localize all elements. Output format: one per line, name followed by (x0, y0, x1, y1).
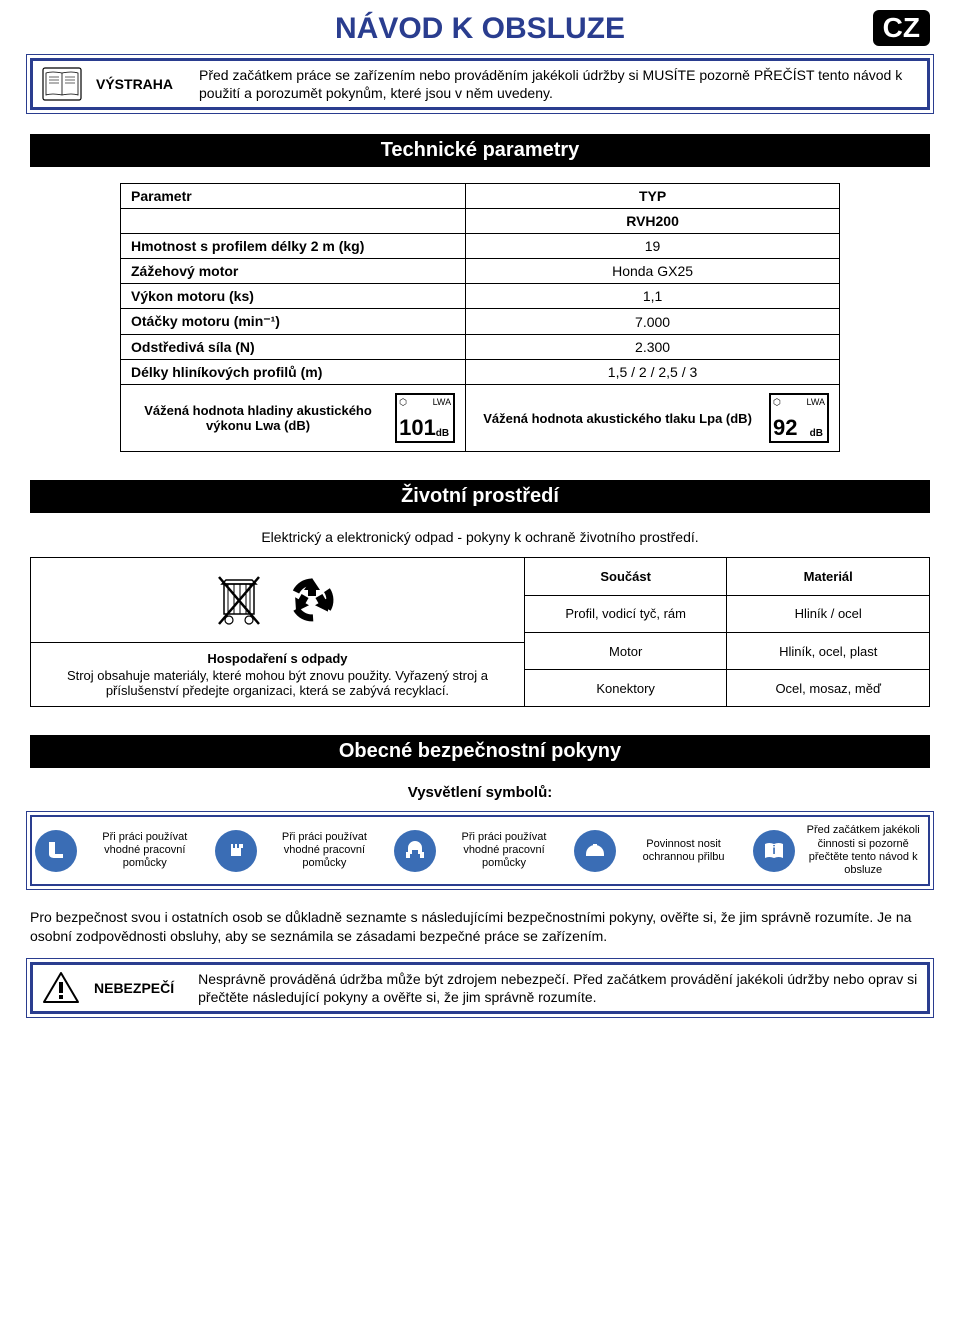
table-row: Výkon motoru (ks) (121, 284, 466, 309)
type-label: TYP (466, 184, 840, 209)
env-col-header: Součást (525, 558, 728, 594)
table-row: Motor (525, 633, 728, 669)
table-row: Profil, vodicí tyč, rám (525, 596, 728, 632)
table-row: Honda GX25 (466, 259, 840, 284)
env-heading: Životní prostředí (30, 480, 930, 513)
symbols-row: Při práci používat vhodné pracovní pomůc… (30, 815, 930, 886)
safety-paragraph: Pro bezpečnost svou i ostatních osob se … (30, 908, 930, 946)
safety-heading: Obecné bezpečnostní pokyny (30, 735, 930, 768)
symbols-subheading: Vysvětlení symbolů: (30, 784, 930, 801)
lwa-label: Vážená hodnota hladiny akustického výkon… (131, 403, 385, 433)
symbol-text: Při práci používat vhodné pracovní pomůc… (83, 831, 207, 871)
book-open-icon (42, 67, 82, 101)
warning-box: VÝSTRAHA Před začátkem práce se zařízení… (30, 58, 930, 110)
environment-table: Hospodaření s odpady Stroj obsahuje mate… (30, 557, 930, 707)
warning-text: Před začátkem práce se zařízením nebo pr… (199, 66, 918, 102)
env-subtitle: Elektrický a elektronický odpad - pokyny… (30, 529, 930, 545)
table-row: Konektory (525, 670, 728, 706)
danger-text: Nesprávně prováděná údržba může být zdro… (198, 970, 918, 1006)
helmet-icon (574, 830, 616, 872)
waste-text: Stroj obsahuje materiály, které mohou bý… (67, 668, 488, 698)
table-row: Zážehový motor (121, 259, 466, 284)
warning-label: VÝSTRAHA (96, 76, 173, 92)
model-cell: RVH200 (466, 209, 840, 234)
table-row: 1,1 (466, 284, 840, 309)
gloves-icon (215, 830, 257, 872)
symbol-text: Při práci používat vhodné pracovní pomůc… (263, 831, 387, 871)
ear-protection-icon (394, 830, 436, 872)
weee-icon (214, 572, 264, 628)
boots-icon (35, 830, 77, 872)
lwa-badge: ⬡LWA 101 dB (395, 393, 455, 443)
tech-heading: Technické parametry (30, 134, 930, 167)
symbol-text: Před začátkem jakékoli činnosti si pozor… (801, 824, 925, 877)
table-row: Hmotnost s profilem délky 2 m (kg) (121, 234, 466, 259)
parameters-table: ParametrTYP RVH200 Hmotnost s profilem d… (120, 183, 840, 452)
recycle-icon (284, 572, 340, 628)
table-row: Hliník, ocel, plast (727, 633, 929, 669)
table-row: 1,5 / 2 / 2,5 / 3 (466, 360, 840, 385)
param-label: Parametr (121, 184, 466, 209)
manual-icon: i (753, 830, 795, 872)
symbol-text: Při práci používat vhodné pracovní pomůc… (442, 831, 566, 871)
warning-triangle-icon (42, 971, 80, 1005)
table-row: Odstředivá síla (N) (121, 335, 466, 360)
table-row: 7.000 (466, 309, 840, 335)
table-row: Délky hliníkových profilů (m) (121, 360, 466, 385)
page-title: NÁVOD K OBSLUZE (335, 12, 625, 46)
symbol-text: Povinnost nosit ochrannou přilbu (622, 838, 746, 864)
danger-box: NEBEZPEČÍ Nesprávně prováděná údržba můž… (30, 962, 930, 1014)
svg-text:i: i (773, 843, 776, 857)
env-col-header: Materiál (727, 558, 929, 594)
table-row: Hliník / ocel (727, 596, 929, 632)
lpa-label: Vážená hodnota akustického tlaku Lpa (dB… (476, 411, 759, 426)
table-row: Ocel, mosaz, měď (727, 670, 929, 706)
table-row: 2.300 (466, 335, 840, 360)
language-badge: CZ (873, 10, 930, 46)
table-row: 19 (466, 234, 840, 259)
table-row: Otáčky motoru (min⁻¹) (121, 309, 466, 335)
lpa-badge: ⬡LWA 92 dB (769, 393, 829, 443)
danger-label: NEBEZPEČÍ (94, 980, 174, 996)
waste-header: Hospodaření s odpady (43, 651, 512, 666)
